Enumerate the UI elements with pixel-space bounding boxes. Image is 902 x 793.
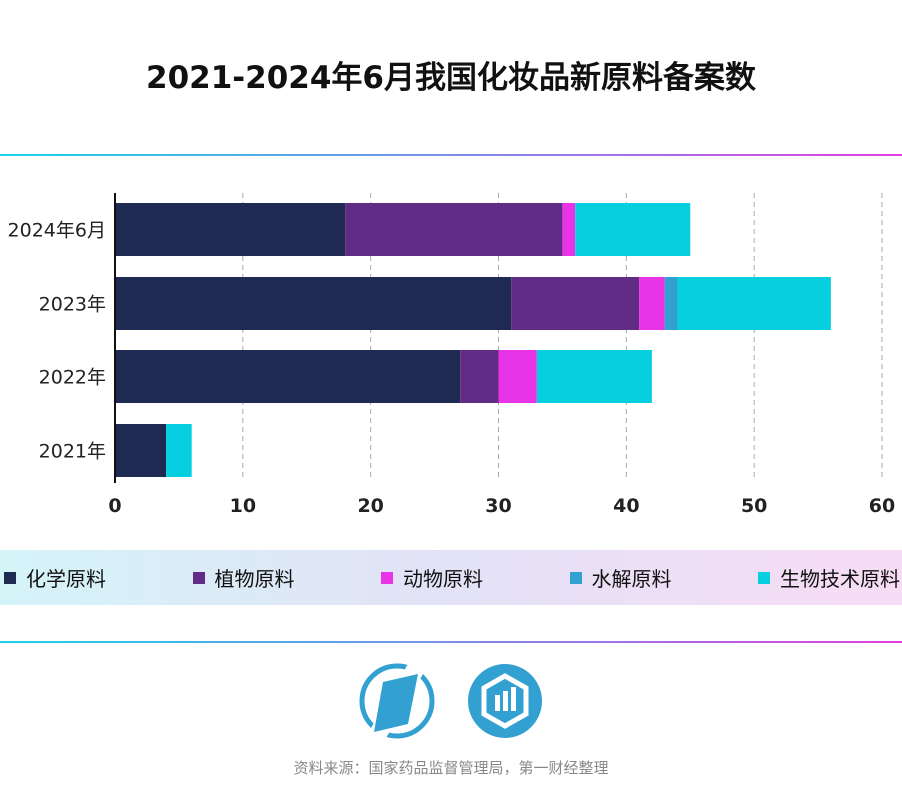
bar-segment — [575, 203, 691, 256]
legend-swatch — [758, 571, 770, 584]
x-tick-label: 20 — [357, 495, 383, 517]
source-note: 资料来源：国家药品监督管理局，第一财经整理 — [293, 759, 609, 777]
legend-label: 动物原料 — [403, 567, 483, 591]
bar-segment — [460, 350, 499, 403]
x-tick-label: 40 — [613, 495, 639, 517]
y-tick-label: 2021年 — [39, 441, 106, 463]
bar-segment — [115, 277, 512, 330]
bar-segment — [345, 203, 563, 256]
y-tick-label: 2024年6月 — [8, 220, 106, 242]
logos — [0, 662, 902, 740]
bar-segment — [536, 350, 652, 403]
legend-item-plant: 植物原料 — [192, 563, 295, 592]
bar-segment — [498, 350, 537, 403]
bottom-divider — [0, 641, 902, 643]
legend-swatch — [569, 571, 582, 584]
legend-swatch — [4, 571, 16, 584]
x-tick-label: 30 — [485, 495, 511, 517]
legend-item-hydrolyzed: 水解原料 — [569, 563, 672, 592]
legend-item-biotech: 生物技术原料 — [758, 563, 900, 592]
bar-segment — [115, 424, 167, 477]
chart-title: 2021-2024年6月我国化妆品新原料备案数 — [146, 60, 756, 96]
legend: 化学原料 植物原料 动物原料 水解原料 生物技术原料 — [0, 550, 902, 605]
legend-item-animal: 动物原料 — [381, 563, 483, 592]
data-logo-icon — [468, 664, 542, 738]
legend-swatch — [192, 571, 205, 584]
bar-segment — [511, 277, 640, 330]
bar-segment — [115, 203, 346, 256]
top-divider — [0, 154, 902, 156]
bar-segment — [664, 277, 678, 330]
x-tick-label: 60 — [869, 495, 895, 517]
bar-segment — [562, 203, 576, 256]
yicai-logo-icon — [359, 662, 435, 740]
bar-segment — [677, 277, 831, 330]
x-tick-label: 50 — [741, 495, 767, 517]
x-tick-label: 0 — [108, 495, 121, 517]
bar-segment — [639, 277, 665, 330]
legend-label: 生物技术原料 — [780, 567, 900, 591]
legend-label: 植物原料 — [214, 567, 295, 591]
bar-segment — [166, 424, 192, 477]
x-tick-label: 10 — [230, 495, 256, 517]
legend-label: 化学原料 — [26, 567, 106, 591]
bar-chart: 0 10 20 30 40 50 60 2024年6月 2023年 2022年 2021年 — [8, 193, 895, 517]
legend-swatch — [381, 571, 393, 584]
bar-segment — [115, 350, 461, 403]
legend-label: 水解原料 — [591, 567, 672, 591]
y-tick-label: 2022年 — [39, 367, 106, 389]
legend-item-chemical: 化学原料 — [4, 563, 106, 592]
y-tick-label: 2023年 — [39, 294, 106, 316]
